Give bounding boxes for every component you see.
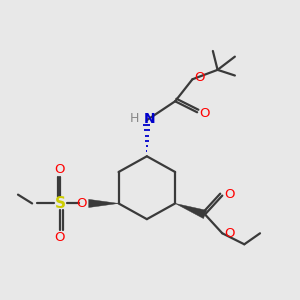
Text: O: O <box>55 163 65 176</box>
Text: O: O <box>194 71 205 84</box>
Text: O: O <box>199 107 209 120</box>
Text: N: N <box>144 112 155 126</box>
Text: O: O <box>76 197 87 210</box>
Polygon shape <box>175 203 206 219</box>
Text: O: O <box>55 231 65 244</box>
Text: H: H <box>130 112 140 125</box>
Polygon shape <box>89 199 118 208</box>
Text: S: S <box>55 196 66 211</box>
Text: O: O <box>224 188 235 200</box>
Text: O: O <box>224 227 235 240</box>
